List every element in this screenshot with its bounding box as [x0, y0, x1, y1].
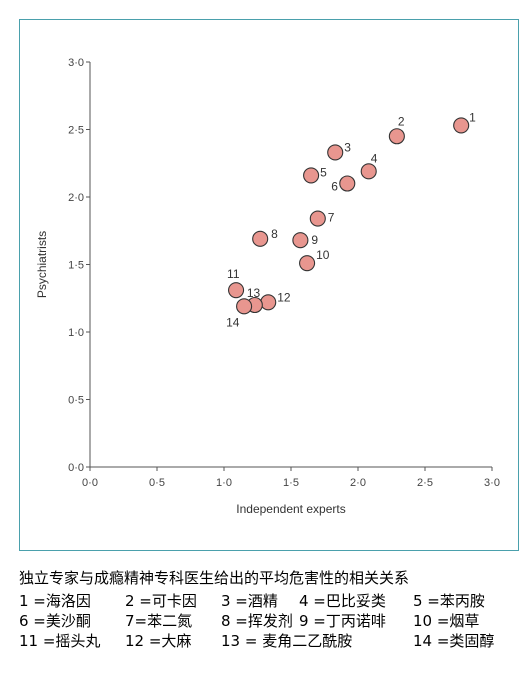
point-label: 5 [320, 165, 327, 179]
y-tick-label: 1·0 [68, 327, 84, 339]
figure-caption: 独立专家与成瘾精神专科医生给出的平均危害性的相关关系 [19, 569, 410, 587]
x-tick-label: 2·0 [350, 477, 366, 489]
x-tick-label: 2·5 [417, 477, 433, 489]
scatter-point [388, 128, 405, 145]
legend-item: 8 =挥发剂 [221, 612, 293, 630]
legend-item: 3 =酒精 [221, 592, 278, 610]
scatter-chart: 0·0 0·5 1·0 1·5 2·0 2·5 3·0 0·0 0·5 1·0 1·5 2·0 2·5 3… [35, 57, 500, 516]
scatter-point [453, 117, 470, 134]
x-tick-label: 0·0 [82, 477, 98, 489]
scatter-point [360, 163, 377, 180]
legend-item: 13 = 麦角二乙酰胺 [221, 632, 353, 650]
point-label: 10 [316, 248, 330, 262]
point-label: 11 [227, 267, 240, 281]
legend-item: 9 =丁丙诺啡 [299, 612, 386, 630]
scatter-point [252, 230, 269, 247]
y-tick-label: 0·0 [68, 462, 84, 474]
chart-frame [19, 19, 519, 551]
ticks: 0·0 0·5 1·0 1·5 2·0 2·5 3·0 0·0 0·5 1·0 1·5 2·0 2·5 3… [68, 57, 500, 489]
legend-item: 4 =巴比妥类 [299, 592, 386, 610]
point-label: 7 [328, 211, 335, 225]
legend-row-1: 1 =海洛因 2 =可卡因 3 =酒精 4 =巴比妥类 5 =苯丙胺 [19, 590, 519, 610]
x-tick-label: 1·5 [283, 477, 299, 489]
x-axis-label: Independent experts [236, 502, 345, 516]
scatter-point [327, 144, 344, 161]
scatter-point [292, 232, 309, 249]
legend-row-2: 6 =美沙酮 7=苯二氮 8 =挥发剂 9 =丁丙诺啡 10 =烟草 [19, 610, 519, 630]
point-label: 4 [371, 151, 378, 165]
scatter-point [260, 294, 277, 311]
point-label: 13 [247, 286, 261, 300]
y-tick-label: 2·5 [68, 125, 84, 137]
legend-item: 5 =苯丙胺 [413, 592, 485, 610]
x-tick-label: 1·0 [216, 477, 232, 489]
y-axis-label: Psychiatrists [35, 231, 49, 298]
point-label: 9 [311, 233, 318, 247]
y-tick-label: 1·5 [68, 260, 84, 272]
scatter-point [299, 255, 316, 272]
scatter-point [309, 210, 326, 227]
legend-item: 11 =摇头丸 [19, 632, 101, 650]
legend-item: 2 =可卡因 [125, 592, 197, 610]
axes [89, 62, 492, 468]
legend-row-3: 11 =摇头丸 12 =大麻 13 = 麦角二乙酰胺 14 =类固醇 [19, 630, 519, 650]
point-label: 1 [469, 110, 476, 124]
legend-item: 6 =美沙酮 [19, 612, 91, 630]
scatter-point [303, 167, 320, 184]
point-label: 14 [226, 315, 240, 329]
y-tick-label: 0·5 [68, 395, 84, 407]
legend-item: 1 =海洛因 [19, 592, 91, 610]
y-tick-label: 2·0 [68, 192, 84, 204]
scatter-point [228, 282, 245, 299]
scatter-point [339, 175, 356, 192]
point-label: 6 [331, 180, 338, 194]
scatter-point [236, 298, 253, 315]
legend-item: 7=苯二氮 [125, 612, 193, 630]
point-label: 3 [344, 140, 351, 154]
point-label: 2 [398, 114, 405, 128]
point-label: 8 [271, 227, 278, 241]
legend-item: 10 =烟草 [413, 612, 480, 630]
x-tick-label: 0·5 [149, 477, 165, 489]
legend-item: 14 =类固醇 [413, 632, 495, 650]
y-tick-label: 3·0 [68, 57, 84, 69]
point-label: 12 [277, 290, 291, 304]
legend-item: 12 =大麻 [125, 632, 192, 650]
x-tick-label: 3·0 [484, 477, 500, 489]
